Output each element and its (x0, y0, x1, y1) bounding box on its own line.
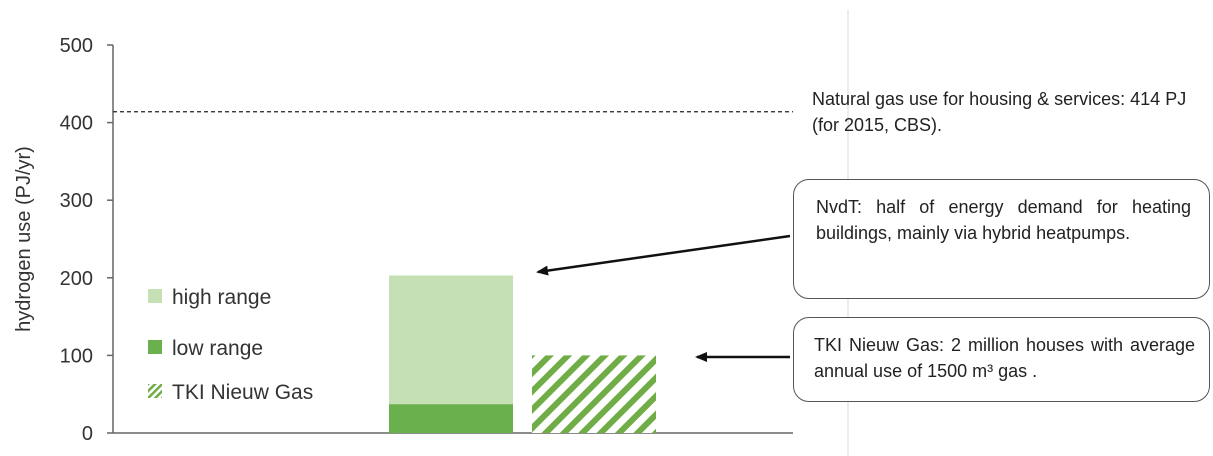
annotation-nvdt-box: NvdT: half of energy demand for heating … (793, 179, 1210, 299)
y-axis-label: hydrogen use (PJ/yr) (13, 146, 35, 332)
y-tick-label: 500 (60, 35, 93, 57)
annotation-tki-text: TKI Nieuw Gas: 2 million houses with ave… (814, 335, 1195, 381)
y-tick-label: 400 (60, 113, 93, 135)
legend-label-tki-nieuw-gas: TKI Nieuw Gas (172, 381, 313, 404)
legend-swatch-low-range (148, 340, 162, 354)
legend-swatch-high-range (148, 289, 162, 303)
y-tick-label: 200 (60, 268, 93, 290)
bar-low-range (389, 404, 513, 433)
annotation-natural-gas: Natural gas use for housing & services: … (812, 89, 1187, 135)
annotation-nvdt-text: NvdT: half of energy demand for heating … (816, 197, 1191, 243)
legend-label-high-range: high range (172, 286, 271, 309)
annotation-tki-box: TKI Nieuw Gas: 2 million houses with ave… (793, 317, 1210, 402)
y-tick-label: 300 (60, 190, 93, 212)
y-tick-label: 100 (60, 345, 93, 367)
legend-label-low-range: low range (172, 337, 263, 360)
arrow-nvdt (536, 234, 791, 276)
bar-tki-nieuw-gas (532, 355, 656, 433)
legend-swatch-tki-nieuw-gas (148, 384, 162, 398)
y-tick-label: 0 (82, 423, 93, 445)
